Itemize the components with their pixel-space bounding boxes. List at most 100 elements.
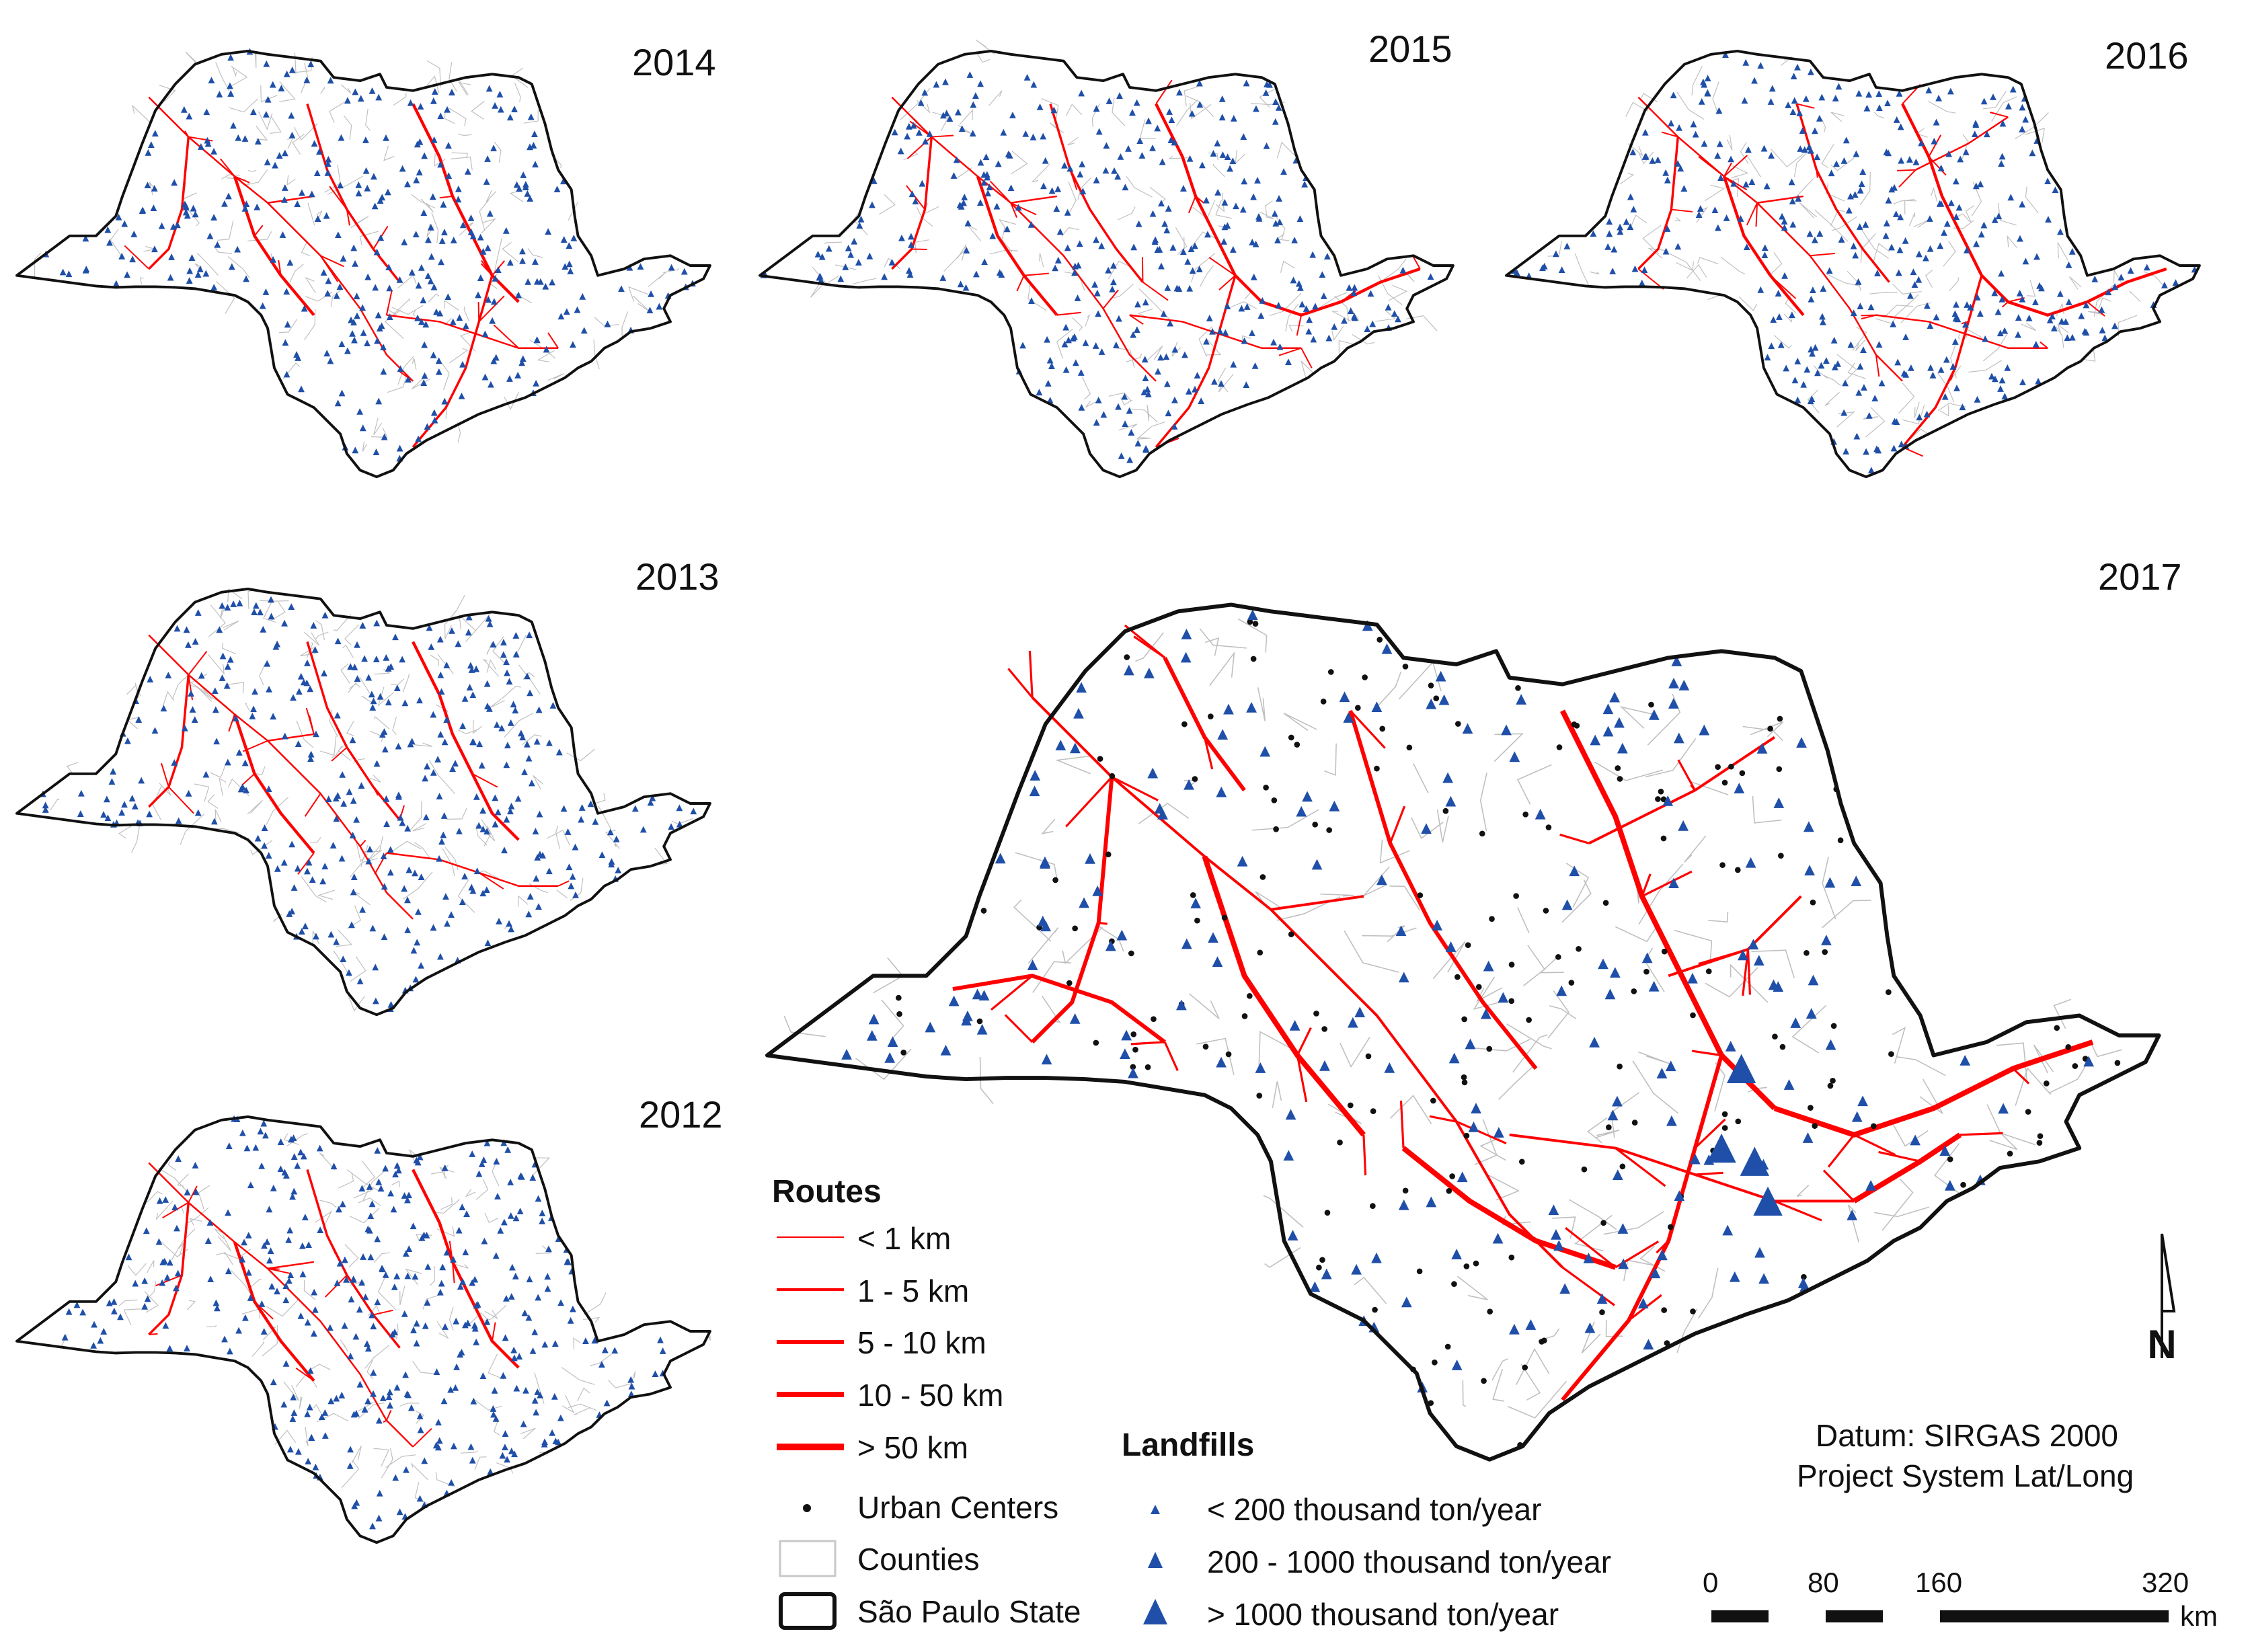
landfill bbox=[288, 66, 296, 73]
urban-center bbox=[1658, 789, 1664, 795]
county-border bbox=[315, 1210, 333, 1229]
landfill bbox=[437, 671, 444, 678]
county-border bbox=[1883, 305, 1913, 318]
landfill bbox=[214, 241, 221, 248]
landfill bbox=[1120, 1048, 1130, 1059]
landfill bbox=[557, 1414, 564, 1421]
urban-center bbox=[1661, 948, 1668, 955]
landfill bbox=[1280, 168, 1287, 175]
landfill bbox=[1832, 94, 1839, 102]
county-border bbox=[1892, 283, 1922, 294]
landfill bbox=[1071, 269, 1078, 276]
landfill bbox=[1937, 366, 1945, 373]
landfill bbox=[366, 1183, 373, 1190]
landfill bbox=[410, 947, 418, 954]
county-border bbox=[1730, 963, 1769, 1003]
landfill bbox=[1915, 276, 1923, 283]
landfill bbox=[888, 258, 896, 266]
landfill bbox=[477, 274, 484, 281]
county-border bbox=[431, 212, 439, 243]
landfill bbox=[2044, 178, 2052, 185]
landfill bbox=[628, 1382, 635, 1390]
route-branch bbox=[1928, 134, 1942, 157]
county-border bbox=[1263, 1195, 1304, 1228]
county-border bbox=[1199, 265, 1214, 287]
landfill bbox=[519, 247, 526, 255]
landfill bbox=[1364, 325, 1371, 332]
landfill bbox=[282, 1282, 290, 1290]
legend-counties-label: Counties bbox=[857, 1542, 980, 1577]
landfill bbox=[490, 357, 498, 364]
landfill bbox=[340, 799, 348, 807]
urban-center bbox=[1777, 715, 1783, 722]
landfill bbox=[290, 1187, 298, 1195]
route-branch bbox=[1389, 805, 1406, 844]
landfill bbox=[1743, 243, 1750, 251]
landfill bbox=[433, 1368, 440, 1375]
landfill bbox=[1457, 1171, 1468, 1183]
county-border bbox=[1108, 392, 1132, 401]
landfill bbox=[1678, 679, 1690, 691]
legend-landfill-large-label: > 1000 thousand ton/year bbox=[1207, 1597, 1559, 1632]
landfill bbox=[1955, 204, 1963, 211]
landfill bbox=[1323, 253, 1331, 260]
landfill bbox=[986, 184, 993, 190]
landfill bbox=[510, 701, 517, 708]
landfill bbox=[566, 242, 573, 249]
landfill bbox=[373, 656, 380, 662]
landfill bbox=[851, 237, 858, 245]
landfill bbox=[283, 70, 290, 77]
landfill bbox=[1944, 1180, 1955, 1191]
landfill bbox=[532, 161, 539, 168]
landfill bbox=[1861, 384, 1867, 391]
landfill bbox=[1480, 1008, 1491, 1019]
landfill bbox=[1826, 267, 1833, 274]
landfill bbox=[1129, 109, 1136, 116]
landfill bbox=[1754, 1247, 1765, 1258]
urban-center bbox=[1715, 764, 1721, 771]
landfill bbox=[1857, 1095, 1868, 1107]
landfill bbox=[483, 828, 491, 835]
county-border bbox=[1237, 618, 1268, 653]
landfill bbox=[1823, 357, 1830, 364]
landfill bbox=[1952, 315, 1960, 322]
landfill bbox=[281, 1169, 288, 1176]
landfill bbox=[312, 1463, 319, 1470]
landfill bbox=[1931, 137, 1938, 145]
landfill-medium-triangle bbox=[1148, 1552, 1163, 1568]
landfill bbox=[393, 684, 401, 692]
landfill bbox=[1801, 146, 1808, 153]
landfill bbox=[333, 815, 340, 822]
county-border bbox=[110, 229, 123, 258]
landfill bbox=[1953, 213, 1960, 221]
landfill bbox=[212, 1299, 220, 1306]
landfill bbox=[1516, 694, 1527, 705]
urban-center bbox=[1433, 695, 1440, 702]
county-border bbox=[346, 1169, 380, 1192]
scale-segment-2 bbox=[1826, 1610, 1883, 1622]
county-border bbox=[1108, 260, 1133, 280]
landfill bbox=[492, 820, 499, 828]
landfill bbox=[356, 1380, 364, 1388]
landfill bbox=[910, 122, 917, 129]
landfill bbox=[569, 873, 576, 880]
landfill bbox=[1105, 97, 1113, 104]
landfill bbox=[492, 794, 499, 801]
landfill bbox=[1329, 800, 1340, 812]
landfill bbox=[847, 251, 855, 258]
landfill bbox=[526, 1275, 533, 1283]
route-branch bbox=[373, 786, 379, 796]
county-border bbox=[2027, 280, 2036, 297]
landfill bbox=[151, 245, 158, 253]
landfill bbox=[1964, 301, 1971, 308]
county-border bbox=[1865, 407, 1886, 438]
landfill bbox=[376, 1489, 383, 1497]
landfill bbox=[2045, 216, 2052, 223]
landfill bbox=[525, 754, 533, 762]
county-border bbox=[1257, 687, 1266, 721]
landfill bbox=[444, 293, 452, 301]
landfill bbox=[534, 854, 541, 861]
county-border bbox=[1067, 182, 1077, 216]
landfill bbox=[1911, 281, 1918, 288]
county-border bbox=[1751, 949, 1795, 978]
